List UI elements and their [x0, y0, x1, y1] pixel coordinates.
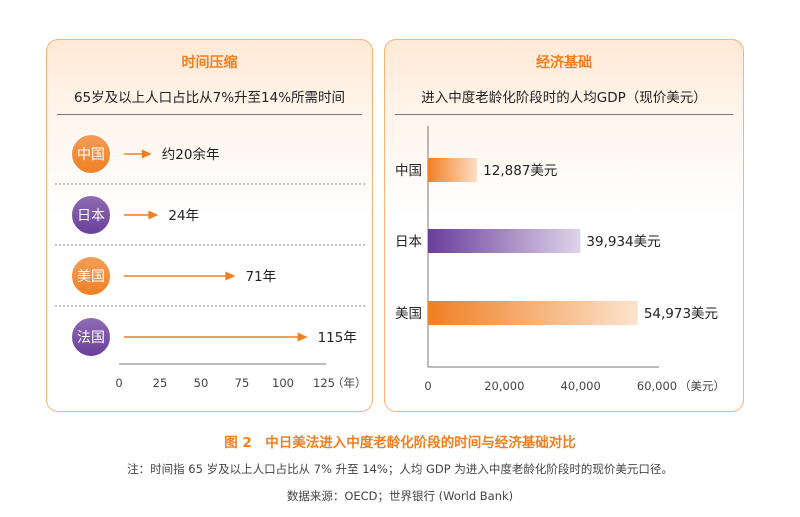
- time-country-badge: [70, 316, 112, 358]
- time-country-badge: [70, 255, 112, 297]
- time-arrow-head: [225, 271, 236, 281]
- time-compression-panel: 时间压缩 65岁及以上人口占比从7%升至14%所需时间 中国 约20余年日本 24年…: [46, 39, 373, 412]
- time-country-badge: [70, 194, 112, 236]
- gdp-bar: [428, 301, 638, 325]
- gdp-value-label: 39,934美元: [586, 234, 660, 250]
- time-x-unit-label: （年）: [332, 376, 367, 390]
- time-chart-title: 时间压缩: [181, 55, 238, 71]
- time-arrow-head: [148, 210, 159, 220]
- time-value-label: 115年: [318, 330, 357, 346]
- time-chart-subtitle: 65岁及以上人口占比从7%升至14%所需时间: [73, 90, 346, 106]
- time-chart-divider: [57, 114, 362, 115]
- time-x-tick-label: 25: [153, 376, 168, 390]
- economic-base-panel: 经济基础 进入中度老龄化阶段时的人均GDP（现价美元） 中国 12,887美元日本…: [384, 39, 744, 412]
- gdp-x-tick-label: 20,000: [484, 379, 524, 393]
- time-country-badge: [70, 133, 112, 175]
- gdp-chart-subtitle: 进入中度老龄化阶段时的人均GDP（现价美元）: [421, 90, 707, 106]
- gdp-chart-divider: [395, 114, 733, 115]
- time-x-tick-label: 50: [194, 376, 209, 390]
- time-arrow-head: [297, 332, 308, 342]
- gdp-x-unit-label: （美元）: [679, 379, 725, 393]
- figure-source: 数据来源：OECD；世界银行 (World Bank): [286, 489, 514, 503]
- time-country-label: 法国: [77, 330, 105, 346]
- figure-note: 注：时间指 65 岁及以上人口占比从 7% 升至 14%；人均 GDP 为进入中…: [127, 462, 673, 476]
- time-country-label: 美国: [77, 269, 105, 285]
- gdp-value-label: 12,887美元: [483, 163, 557, 179]
- gdp-bar: [428, 158, 478, 182]
- time-country-label: 中国: [77, 147, 105, 163]
- gdp-value-label: 54,973美元: [644, 306, 718, 322]
- gdp-x-tick-label: 0: [424, 379, 431, 393]
- gdp-bar: [428, 229, 581, 253]
- figure-caption: 图 2 中日美法进入中度老龄化阶段的时间与经济基础对比: [224, 435, 576, 451]
- gdp-x-tick-label: 40,000: [561, 379, 601, 393]
- gdp-category-label: 日本: [395, 234, 422, 250]
- time-x-tick-label: 125: [313, 376, 335, 390]
- time-arrow-head: [141, 149, 152, 159]
- time-value-label: 约20余年: [162, 146, 220, 163]
- time-x-tick-label: 0: [115, 376, 122, 390]
- time-country-label: 日本: [77, 208, 105, 224]
- gdp-x-tick-label: 60,000: [637, 379, 677, 393]
- time-x-tick-label: 75: [235, 376, 250, 390]
- gdp-chart-title: 经济基础: [536, 55, 592, 71]
- time-value-label: 71年: [245, 269, 276, 285]
- gdp-category-label: 美国: [395, 306, 422, 322]
- time-x-tick-label: 100: [272, 376, 294, 390]
- time-value-label: 24年: [168, 208, 199, 224]
- gdp-category-label: 中国: [395, 163, 422, 179]
